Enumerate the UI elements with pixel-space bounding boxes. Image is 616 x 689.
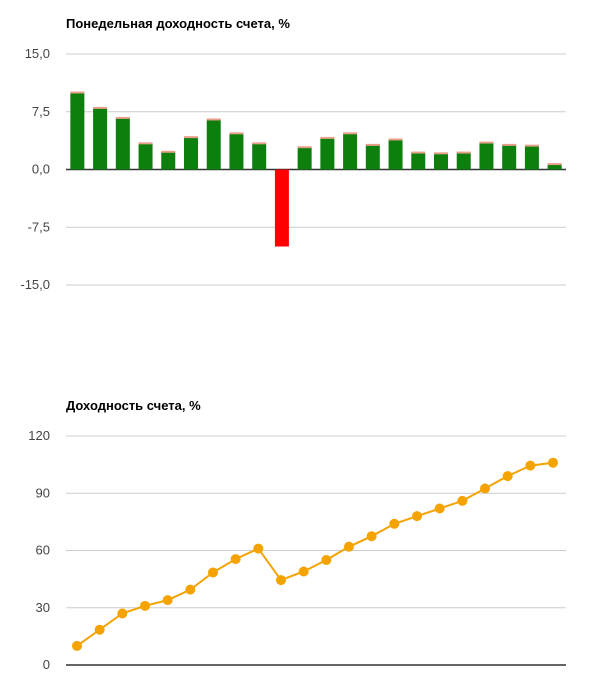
bar-cap <box>411 151 426 154</box>
bar-cap <box>502 143 517 146</box>
data-point <box>230 554 241 565</box>
bar <box>434 153 448 170</box>
bar <box>138 143 153 170</box>
bar <box>161 151 176 170</box>
data-point <box>117 608 128 619</box>
bar <box>252 143 267 170</box>
bar-cap <box>456 151 471 154</box>
y-tick-label: 60 <box>36 543 50 558</box>
bar-cap <box>115 116 130 119</box>
chart-title: Доходность счета, % <box>66 398 201 413</box>
y-tick-label: 0,0 <box>32 162 50 177</box>
data-point <box>434 503 445 514</box>
bar <box>479 142 494 170</box>
bar <box>411 152 426 170</box>
bar-cap <box>229 132 244 135</box>
data-point <box>276 575 286 586</box>
bar-cap <box>206 118 221 121</box>
bar-cap <box>343 132 358 135</box>
bar <box>502 144 517 170</box>
data-point <box>253 543 264 554</box>
chart-title: Понедельная доходность счета, % <box>66 16 290 31</box>
data-point <box>162 595 173 606</box>
bar <box>524 145 539 170</box>
data-point <box>412 511 422 522</box>
bar <box>343 133 358 170</box>
bar-cap <box>161 150 176 153</box>
y-tick-label: -15,0 <box>20 277 50 292</box>
bar <box>274 169 289 247</box>
bar <box>70 92 85 170</box>
data-point <box>525 460 536 471</box>
weekly-return-chart: Понедельная доходность счета, % 15,0 7,5 0… <box>0 0 616 330</box>
bar-cap <box>138 142 153 145</box>
data-point <box>94 624 105 635</box>
data-point <box>208 567 218 578</box>
bar-cap <box>93 106 108 109</box>
bar <box>320 137 335 170</box>
bar-cap <box>524 144 539 147</box>
data-point <box>72 640 82 651</box>
data-point <box>502 471 513 482</box>
y-tick-label: 15,0 <box>25 46 50 61</box>
bar-cap <box>70 91 85 94</box>
data-point <box>480 483 490 494</box>
data-point <box>344 541 354 552</box>
bar <box>297 147 312 170</box>
bar <box>365 144 380 170</box>
bar-cap <box>547 163 562 166</box>
y-tick-label: 7,5 <box>32 104 50 119</box>
y-tick-label: 90 <box>36 485 50 500</box>
bar-cap <box>479 141 494 144</box>
bar <box>206 119 221 170</box>
bar <box>547 164 562 170</box>
bar-cap <box>388 138 403 141</box>
bar-cap <box>320 136 335 139</box>
bar <box>229 133 244 170</box>
bar-cap <box>184 136 198 139</box>
bar-cap <box>252 142 267 145</box>
bar <box>184 137 198 170</box>
bar <box>388 139 403 170</box>
data-point <box>298 566 309 577</box>
bar-chart-svg: 15,0 7,5 0,0 -7,5 -15,0 <box>20 46 566 292</box>
data-point <box>185 584 196 595</box>
bar <box>115 117 130 170</box>
series-line <box>76 461 554 647</box>
y-tick-label: -7,5 <box>28 219 50 234</box>
bar-cap <box>434 152 448 155</box>
bar-cap <box>297 146 312 149</box>
y-tick-label: 30 <box>36 600 50 615</box>
data-point <box>366 531 377 542</box>
data-point <box>548 457 558 468</box>
data-point <box>457 495 468 506</box>
bar <box>456 152 471 170</box>
bar-cap <box>365 143 380 146</box>
data-point <box>321 555 332 566</box>
y-tick-label: 120 <box>28 428 50 443</box>
bar <box>93 107 108 170</box>
y-tick-label: 0 <box>43 657 50 672</box>
data-point <box>389 518 400 529</box>
data-point <box>140 600 150 611</box>
